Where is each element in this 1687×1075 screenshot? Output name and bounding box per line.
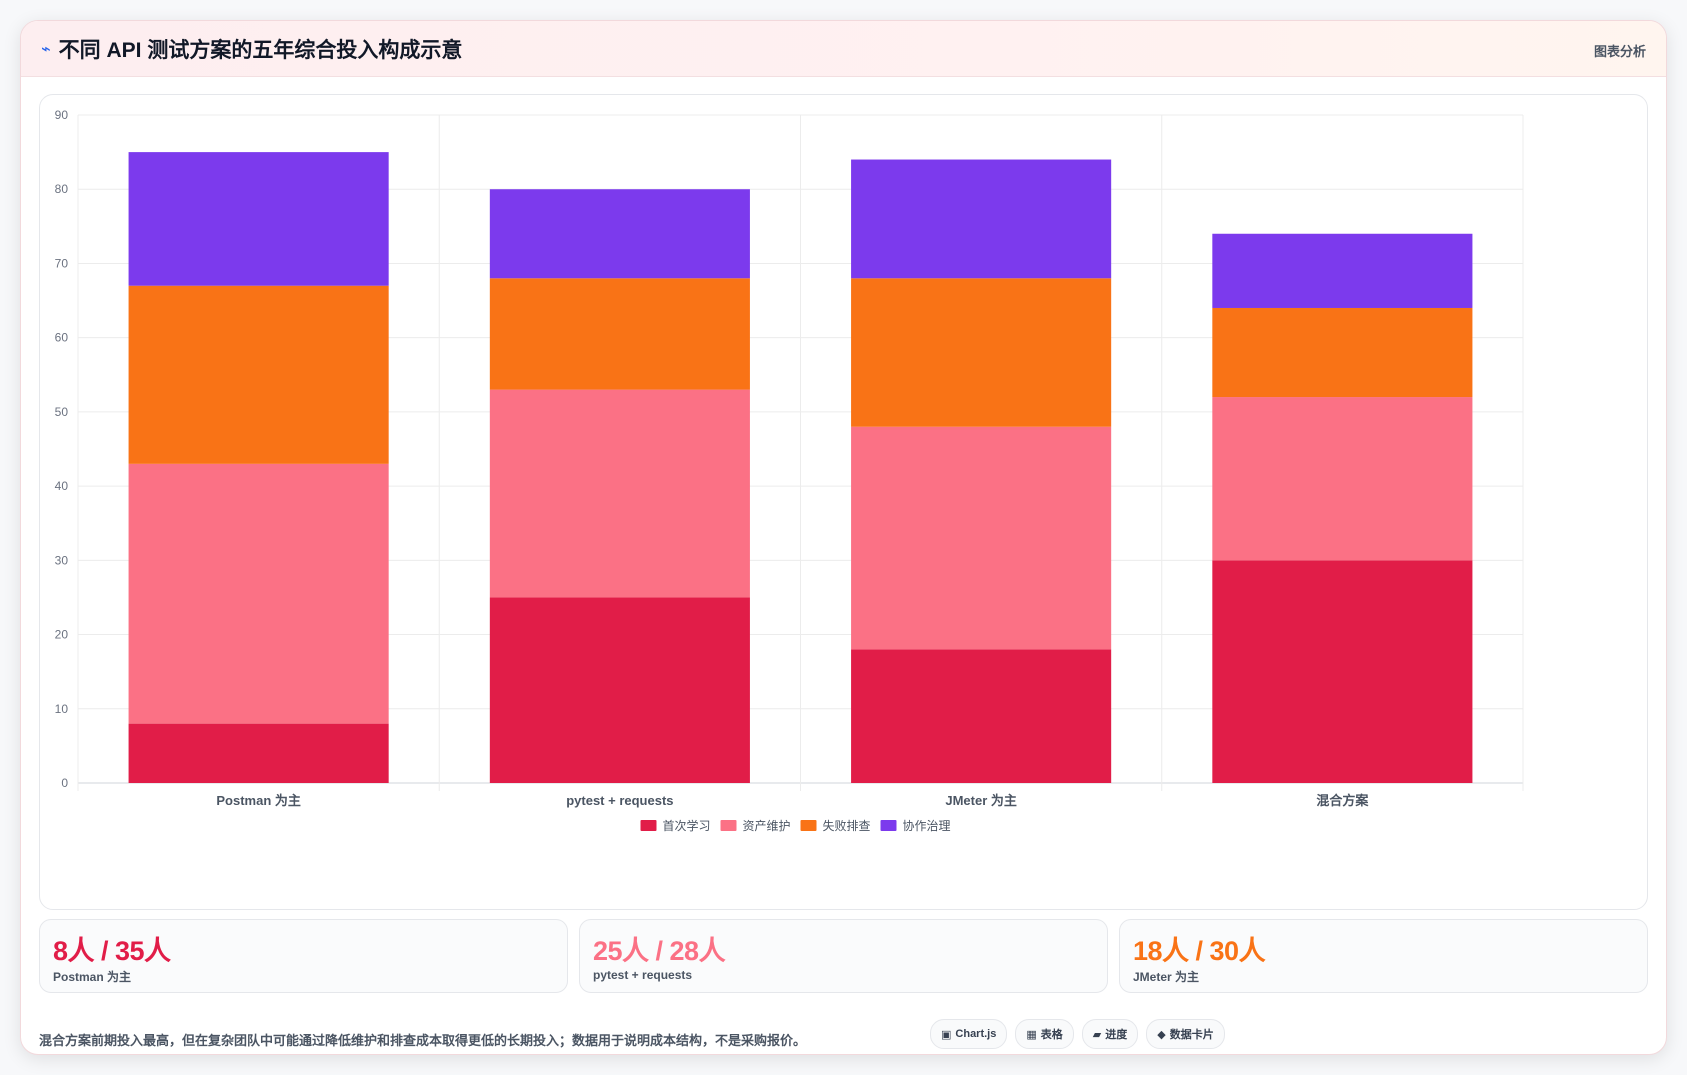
x-tick-label: pytest + requests xyxy=(566,793,673,808)
legend-swatch xyxy=(640,820,657,831)
chip-label: 数据卡片 xyxy=(1169,1029,1214,1041)
y-tick-label: 60 xyxy=(55,331,69,345)
chip-progress[interactable]: ▰ 进度 xyxy=(1081,1019,1139,1049)
footnote: 混合方案前期投入最高，但在复杂团队中可能通过降低维护和排查成本取得更低的长期投入… xyxy=(39,1033,807,1048)
legend-label: 资产维护 xyxy=(743,819,791,833)
stacked-bar-chart: 0 10 20 30 40 50 60 70 80 90 Postman 为主 pytest + re… xyxy=(55,108,1524,833)
chart-card: 0 10 20 30 40 50 60 70 80 90 Postman 为主 pytest + re… xyxy=(39,94,1648,910)
stat-card-pytest: 25人 / 28人 pytest + requests xyxy=(579,919,1108,993)
stat-value: 18人 / 30人 xyxy=(1133,936,1266,966)
y-tick-label: 20 xyxy=(55,628,69,642)
panel-header: ⌁ 不同 API 测试方案的五年综合投入构成示意 图表分析 xyxy=(21,21,1666,77)
legend-swatch xyxy=(800,820,817,831)
bar-segment xyxy=(489,189,750,279)
chip-label: 进度 xyxy=(1105,1029,1128,1041)
y-tick-label: 30 xyxy=(55,553,69,567)
bar-segment xyxy=(128,285,389,464)
chip-label: 表格 xyxy=(1040,1029,1063,1041)
bar-segment xyxy=(1212,397,1473,561)
legend-label: 失败排查 xyxy=(823,818,871,833)
y-tick-label: 50 xyxy=(55,405,69,419)
chip-label: Chart.js xyxy=(955,1028,997,1040)
progress-icon: ▰ xyxy=(1092,1028,1102,1041)
y-tick-label: 80 xyxy=(55,182,69,196)
bar-segment xyxy=(128,152,389,286)
bar-segment xyxy=(851,426,1112,650)
stat-label: pytest + requests xyxy=(593,968,693,982)
stat-value: 25人 / 28人 xyxy=(593,936,726,966)
chip-table[interactable]: ▦ 表格 xyxy=(1015,1019,1074,1049)
bar-segment xyxy=(1212,307,1473,398)
x-tick-label: Postman 为主 xyxy=(216,793,301,808)
y-tick-label: 40 xyxy=(55,479,69,493)
bar-segment xyxy=(489,278,750,390)
stat-card-jmeter: 18人 / 30人 JMeter 为主 xyxy=(1119,919,1648,993)
legend-label: 首次学习 xyxy=(663,818,711,833)
chart-chip-icon: ▣ xyxy=(941,1028,952,1041)
chip-chartjs[interactable]: ▣ Chart.js xyxy=(930,1019,1008,1049)
page-title: 不同 API 测试方案的五年综合投入构成示意 xyxy=(58,38,463,62)
chart-panel: ⌁ 不同 API 测试方案的五年综合投入构成示意 图表分析 0 10 20 30 40 5… xyxy=(20,20,1667,1055)
bar-segment xyxy=(489,597,750,783)
legend-swatch xyxy=(720,820,737,831)
view-chips: ▣ Chart.js ▦ 表格 ▰ 进度 ◆ 数据卡片 xyxy=(930,1019,1225,1049)
bar-segment xyxy=(489,389,750,598)
chart-icon: ⌁ xyxy=(41,40,51,58)
legend-label: 协作治理 xyxy=(903,818,951,833)
bar-segment xyxy=(1212,560,1473,783)
bar-segment xyxy=(851,159,1112,279)
stat-label: JMeter 为主 xyxy=(1133,970,1200,984)
stat-label: Postman 为主 xyxy=(53,970,132,984)
table-icon: ▦ xyxy=(1026,1028,1037,1041)
analysis-label[interactable]: 图表分析 xyxy=(1593,44,1646,59)
bar-segment xyxy=(128,463,389,724)
title-wrap: ⌁ 不同 API 测试方案的五年综合投入构成示意 xyxy=(41,21,462,76)
y-tick-label: 90 xyxy=(55,108,69,122)
bar-segment xyxy=(1212,233,1473,308)
y-tick-label: 0 xyxy=(61,776,68,790)
x-tick-label: 混合方案 xyxy=(1316,793,1369,808)
bar-segment xyxy=(128,723,389,783)
stat-value: 8人 / 35人 xyxy=(53,936,171,966)
diamond-icon: ◆ xyxy=(1157,1028,1166,1041)
y-tick-label: 70 xyxy=(55,256,69,270)
chip-data-card[interactable]: ◆ 数据卡片 xyxy=(1146,1019,1225,1049)
y-tick-label: 10 xyxy=(55,702,69,716)
bar-segment xyxy=(851,649,1112,783)
bar-segment xyxy=(851,278,1112,427)
x-tick-label: JMeter 为主 xyxy=(945,793,1017,808)
legend-swatch xyxy=(880,820,897,831)
stat-card-postman: 8人 / 35人 Postman 为主 xyxy=(39,919,568,993)
